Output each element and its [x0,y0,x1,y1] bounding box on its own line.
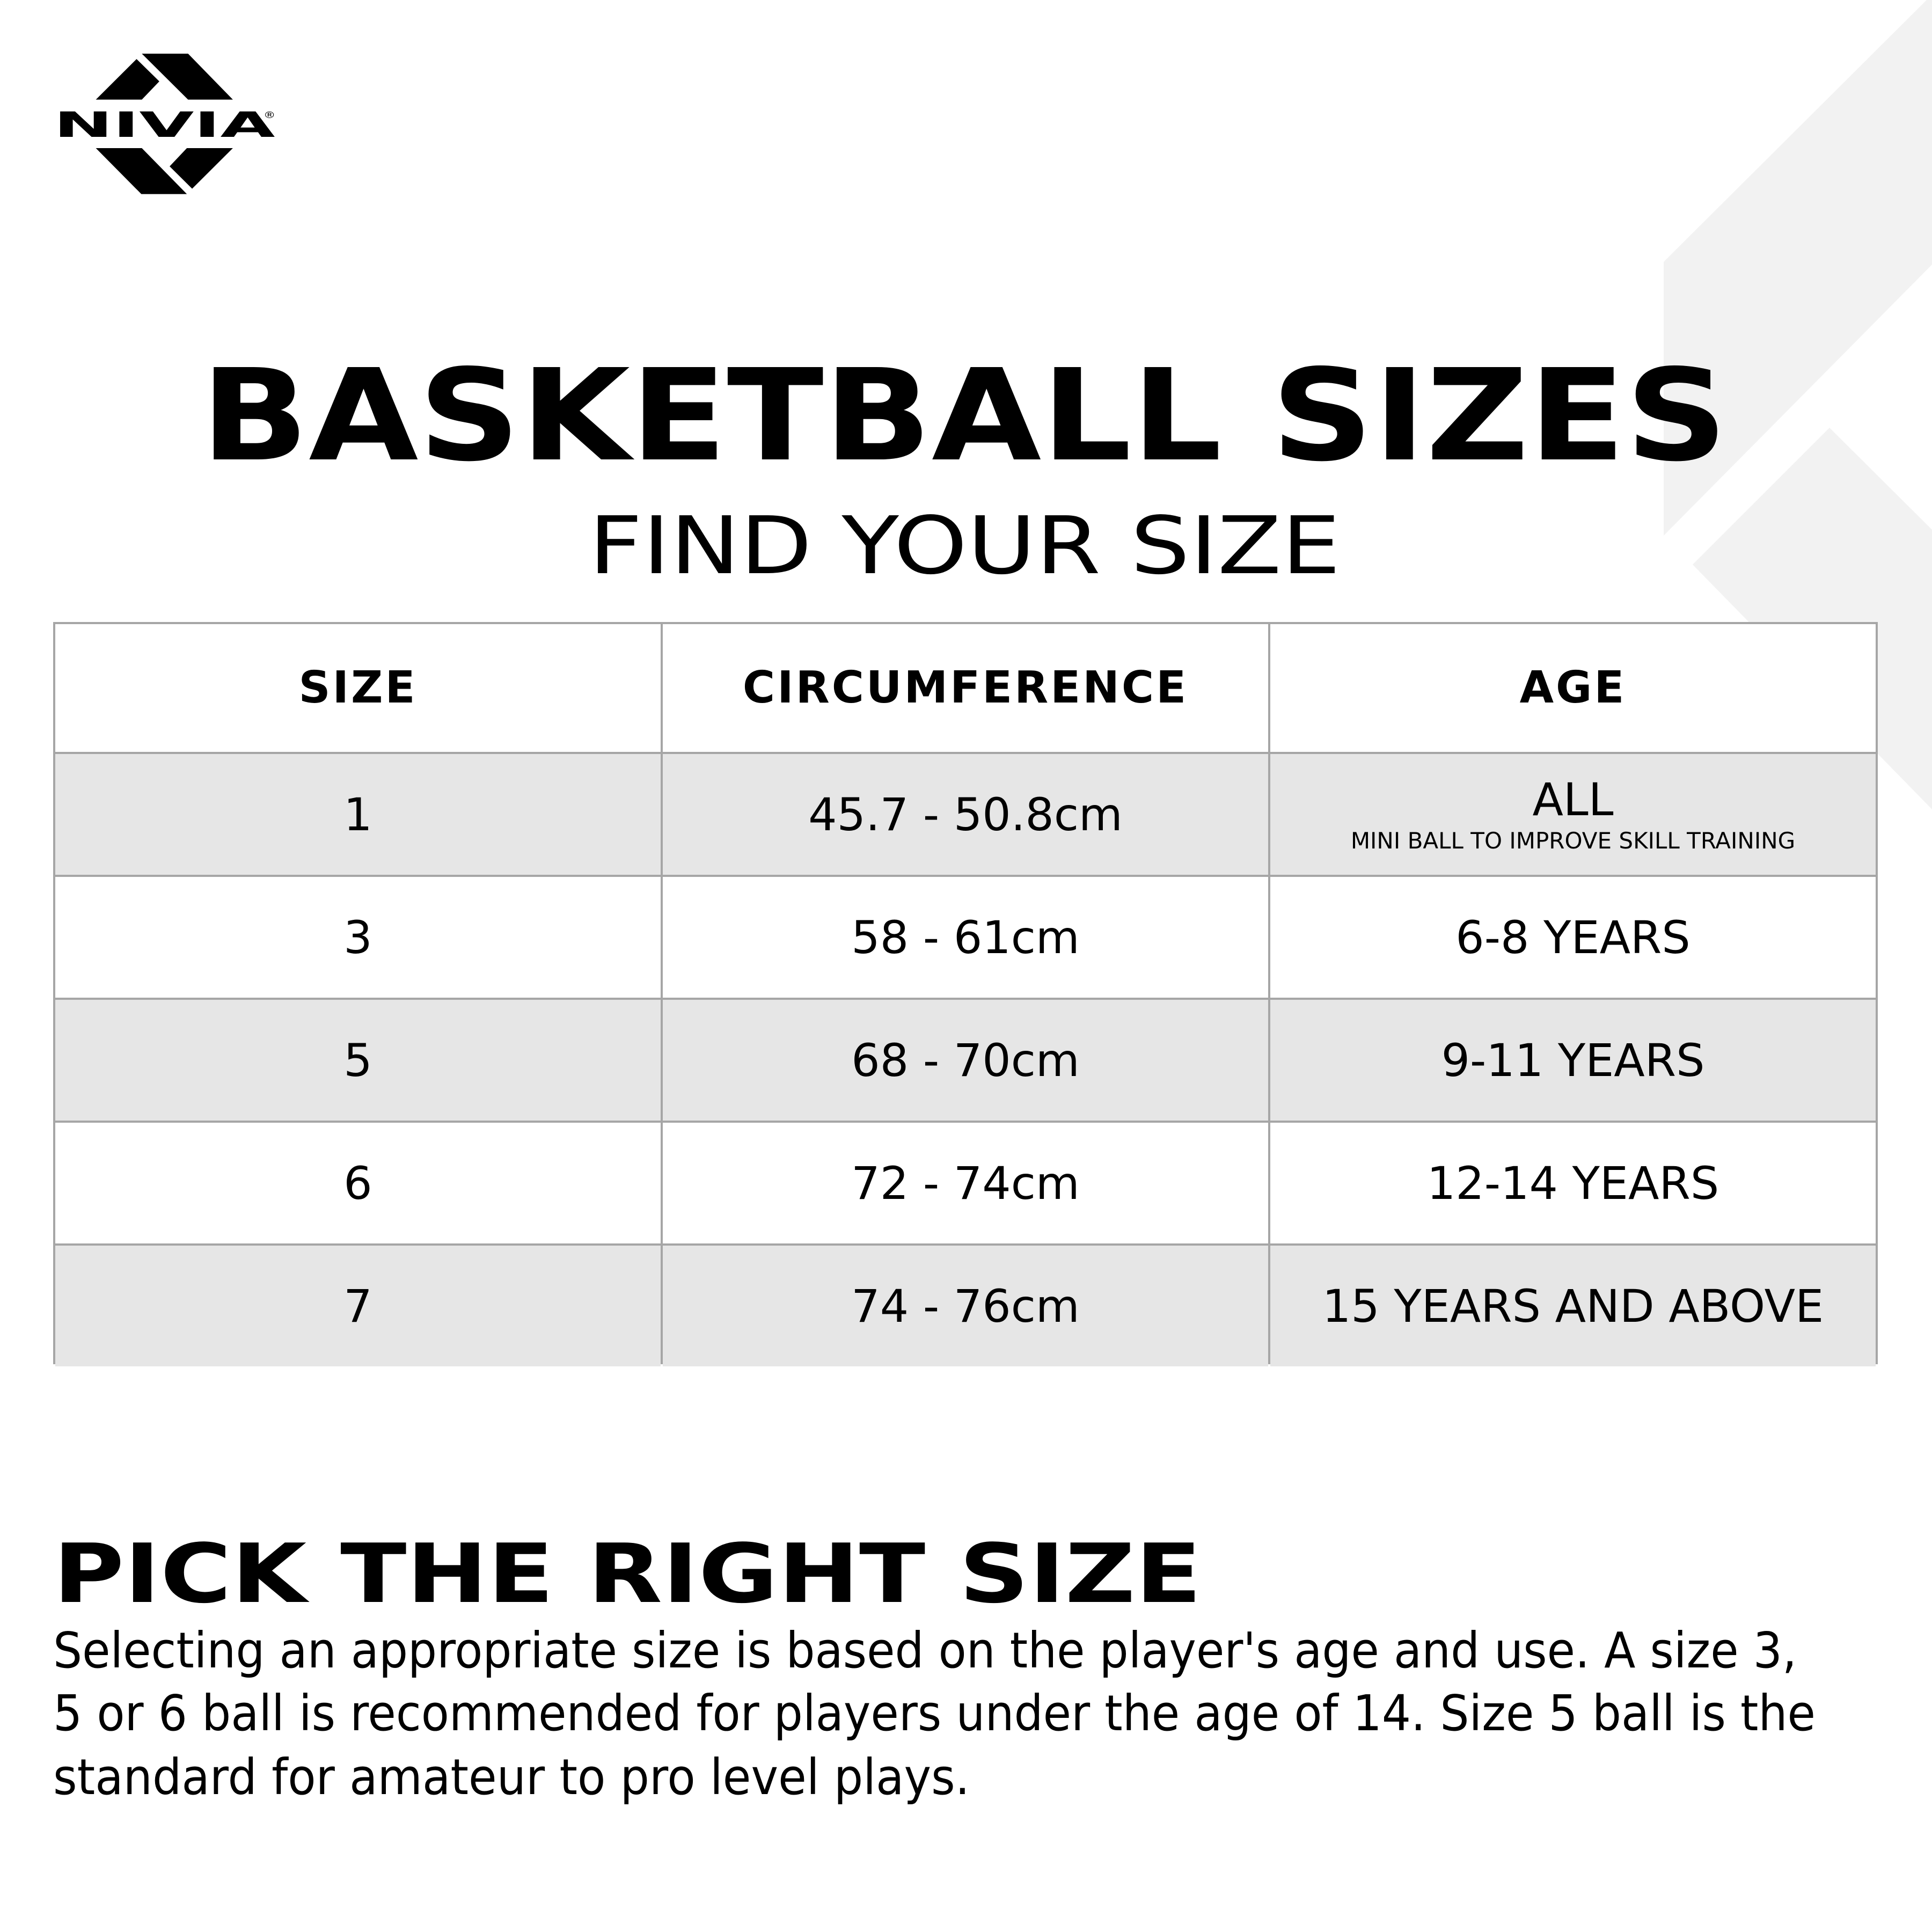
header-circumference: CIRCUMFERENCE [663,624,1268,752]
cell-age: 15 YEARS AND ABOVE [1270,1246,1876,1366]
cell-age: ALL MINI BALL TO IMPROVE SKILL TRAINING [1270,754,1876,875]
cell-circumference: 58 - 61cm [663,877,1268,998]
cell-size: 5 [55,1000,661,1121]
cell-circumference: 45.7 - 50.8cm [663,754,1268,875]
cell-circumference: 74 - 76cm [663,1246,1268,1366]
header-size: SIZE [55,624,661,752]
size-table: SIZE CIRCUMFERENCE AGE 1 45.7 - 50.8cm A… [53,622,1878,1366]
cell-circumference: 68 - 70cm [663,1000,1268,1121]
cell-circumference: 72 - 74cm [663,1123,1268,1243]
background-band-shape [1664,0,1932,536]
cell-age: 9-11 YEARS [1270,1000,1876,1121]
logo-top-left-shape [96,59,159,100]
cell-size: 1 [55,754,661,875]
nivia-logo: NIVIA ® [54,54,275,194]
cell-size: 3 [55,877,661,998]
logo-bottom-left-shape [96,148,187,194]
cell-size: 6 [55,1123,661,1243]
cell-size: 7 [55,1246,661,1366]
age-note: MINI BALL TO IMPROVE SKILL TRAINING [1350,827,1796,854]
cell-age: 12-14 YEARS [1270,1123,1876,1243]
logo-registered-mark: ® [264,110,275,120]
logo-wordmark: NIVIA [54,105,275,145]
logo-top-right-shape [142,54,233,100]
header-age: AGE [1270,624,1876,752]
cell-age: 6-8 YEARS [1270,877,1876,998]
age-value: ALL [1532,773,1614,826]
logo-bottom-right-shape [170,148,233,189]
